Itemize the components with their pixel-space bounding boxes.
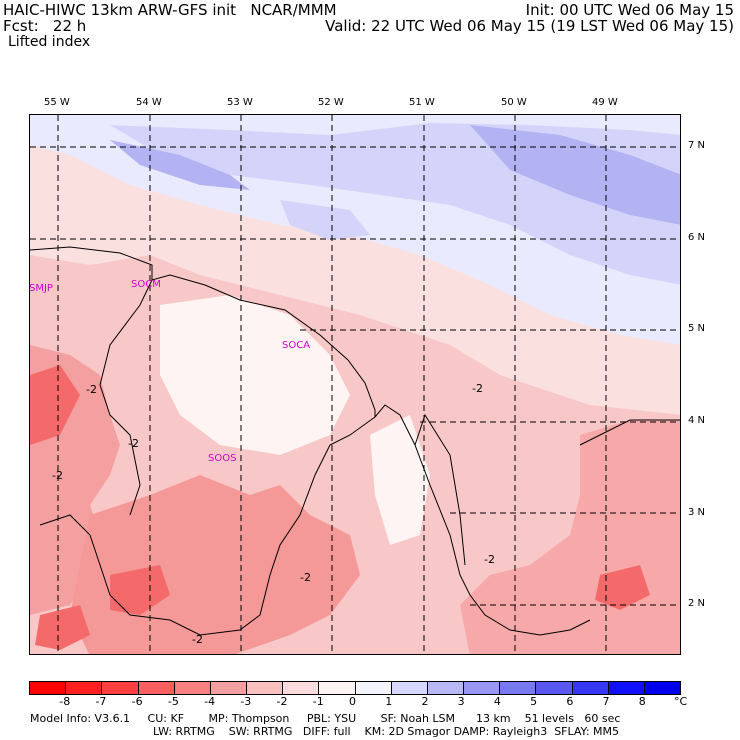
- lon-label-55w: 55 W: [44, 97, 70, 108]
- colorbar-swatch: [608, 682, 645, 694]
- colorbar: [29, 681, 681, 695]
- field-near-white: [160, 295, 350, 455]
- colorbar-swatch: [66, 682, 103, 694]
- forecast-hour: Fcst: 22 h: [3, 17, 87, 35]
- field-red-patch-2: [110, 565, 170, 615]
- colorbar-swatch: [138, 682, 175, 694]
- station-soca: SOCA: [282, 340, 311, 351]
- colorbar-swatch: [427, 682, 465, 694]
- colorbar-label: 6: [566, 695, 574, 708]
- model-title: HAIC-HIWC 13km ARW-GFS init NCAR/MMM: [3, 1, 337, 19]
- colorbar-label: -3: [240, 695, 252, 708]
- border-brazil-french-guiana: [414, 413, 466, 566]
- contour-label: -2: [300, 571, 311, 584]
- lat-label-6n: 6 N: [688, 232, 706, 243]
- colorbar-swatch: [644, 682, 681, 694]
- lifted-index-map: [29, 114, 681, 655]
- map-canvas: [30, 115, 680, 654]
- colorbar-label: 0: [349, 695, 356, 708]
- lon-label-52w: 52 W: [318, 97, 344, 108]
- colorbar-label: 2: [421, 695, 429, 708]
- contour-label: -2: [472, 382, 483, 395]
- colorbar-label: -7: [95, 695, 107, 708]
- colorbar-label: 8: [638, 695, 646, 708]
- colorbar-label: 3: [457, 695, 465, 708]
- field-red-patch-4: [35, 605, 90, 650]
- lat-label-7n: 7 N: [688, 140, 706, 151]
- station-smjp: SMJP: [29, 283, 53, 294]
- model-info-line-2: LW: RRTMG SW: RRTMG DIFF: full KM: 2D Sm…: [153, 725, 619, 738]
- colorbar-label: -4: [204, 695, 216, 708]
- station-socm: SOCM: [131, 279, 161, 290]
- lat-label-4n: 4 N: [688, 415, 706, 426]
- colorbar-swatch: [319, 682, 356, 694]
- lon-label-53w: 53 W: [227, 97, 253, 108]
- field-near-white-2: [370, 415, 430, 545]
- field-blue: [470, 125, 680, 225]
- field-red-patch-3: [595, 565, 650, 610]
- lon-label-54w: 54 W: [136, 97, 162, 108]
- field-red-patch-1: [30, 365, 80, 445]
- field-blue-3: [280, 200, 370, 240]
- colorbar-swatch: [283, 682, 320, 694]
- field-name: Lifted index: [8, 34, 91, 50]
- colorbar-label: 5: [530, 695, 538, 708]
- contour-label: -2: [52, 469, 63, 482]
- colorbar-swatch: [536, 682, 573, 694]
- colorbar-swatch: [210, 682, 248, 694]
- colorbar-label: -5: [167, 695, 179, 708]
- contour-label: -2: [86, 383, 97, 396]
- colorbar-swatch: [30, 682, 67, 694]
- colorbar-swatch: [247, 682, 284, 694]
- lat-label-2n: 2 N: [688, 598, 706, 609]
- colorbar-swatch: [464, 682, 501, 694]
- contour-label: -2: [192, 633, 203, 646]
- colorbar-label: -8: [59, 695, 71, 708]
- lon-label-51w: 51 W: [409, 97, 435, 108]
- contour-label: -2: [484, 553, 495, 566]
- coastline: [30, 246, 591, 636]
- init-time: Init: 00 UTC Wed 06 May 15: [525, 1, 734, 19]
- graticule: [30, 115, 680, 654]
- colorbar-label: 7: [602, 695, 610, 708]
- lon-label-49w: 49 W: [592, 97, 618, 108]
- border-guyana-suriname: [99, 279, 153, 516]
- contour-label: -2: [128, 437, 139, 450]
- colorbar-label: -1: [312, 695, 324, 708]
- valid-time: Valid: 22 UTC Wed 06 May 15 (19 LST Wed …: [325, 17, 734, 35]
- colorbar-swatch: [174, 682, 211, 694]
- border-suriname-french-guiana: [39, 416, 376, 636]
- station-soos: SOOS: [208, 453, 237, 464]
- field-blue-2: [110, 140, 250, 190]
- colorbar-swatch: [391, 682, 428, 694]
- lon-label-50w: 50 W: [501, 97, 527, 108]
- colorbar-swatch: [102, 682, 139, 694]
- colorbar-label: -2: [276, 695, 288, 708]
- model-info-line-1: Model Info: V3.6.1 CU: KF MP: Thompson P…: [30, 712, 621, 725]
- border-east: [579, 419, 680, 446]
- colorbar-label: -6: [131, 695, 143, 708]
- lat-label-3n: 3 N: [688, 507, 706, 518]
- colorbar-swatch: [500, 682, 537, 694]
- colorbar-swatch: [572, 682, 609, 694]
- colorbar-swatch: [355, 682, 392, 694]
- colorbar-unit: °C: [674, 695, 688, 708]
- colorbar-label: 4: [493, 695, 501, 708]
- lat-label-5n: 5 N: [688, 323, 706, 334]
- colorbar-label: 1: [385, 695, 393, 708]
